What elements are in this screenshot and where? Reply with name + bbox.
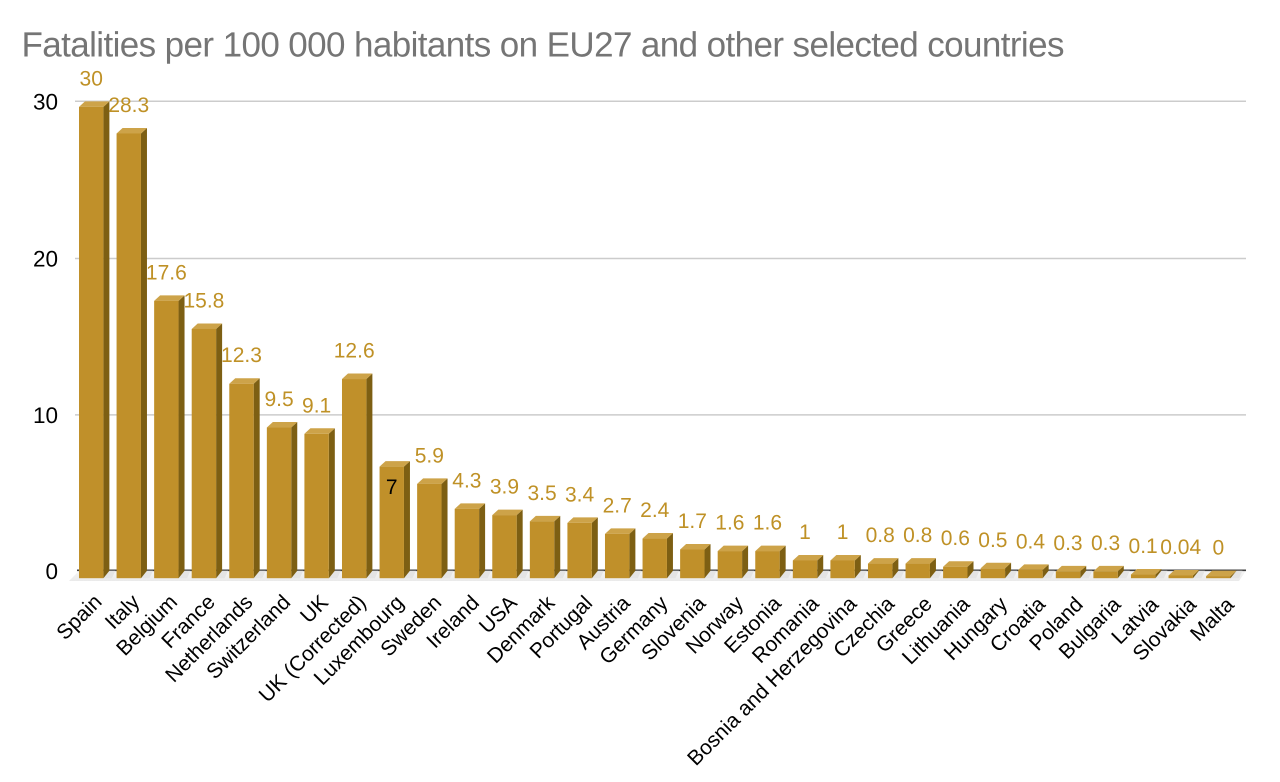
svg-text:2.4: 2.4: [640, 499, 670, 522]
svg-text:0.04: 0.04: [1160, 536, 1201, 559]
svg-text:1: 1: [799, 521, 811, 544]
svg-text:0.8: 0.8: [866, 524, 895, 547]
svg-text:1.6: 1.6: [715, 512, 744, 535]
svg-text:1: 1: [837, 521, 849, 544]
svg-text:0.6: 0.6: [941, 527, 970, 550]
svg-text:30: 30: [80, 67, 103, 90]
svg-text:9.1: 9.1: [302, 394, 331, 417]
svg-text:4.3: 4.3: [452, 469, 481, 492]
svg-text:20: 20: [33, 247, 58, 272]
svg-text:12.6: 12.6: [334, 340, 375, 363]
svg-text:30: 30: [33, 90, 58, 115]
svg-text:1.6: 1.6: [753, 512, 782, 535]
svg-text:2.7: 2.7: [603, 494, 632, 517]
svg-text:5.9: 5.9: [415, 444, 444, 467]
svg-text:15.8: 15.8: [183, 289, 224, 312]
svg-text:0.8: 0.8: [903, 524, 932, 547]
svg-text:0: 0: [45, 559, 58, 584]
svg-text:0: 0: [1212, 537, 1224, 560]
svg-text:3.9: 3.9: [490, 476, 519, 499]
svg-text:7: 7: [386, 476, 398, 499]
svg-text:17.6: 17.6: [146, 261, 187, 284]
svg-text:0.1: 0.1: [1129, 535, 1158, 558]
svg-text:0.3: 0.3: [1053, 532, 1082, 555]
svg-text:3.4: 3.4: [565, 483, 595, 506]
svg-text:9.5: 9.5: [264, 388, 293, 411]
svg-text:28.3: 28.3: [108, 94, 149, 117]
svg-text:0.4: 0.4: [1016, 530, 1046, 553]
svg-text:3.5: 3.5: [527, 482, 556, 505]
svg-text:Fatalities per 100 000 habitan: Fatalities per 100 000 habitants on EU27…: [22, 26, 1064, 65]
svg-text:0.3: 0.3: [1091, 532, 1120, 555]
svg-text:12.3: 12.3: [221, 344, 262, 367]
svg-text:1.7: 1.7: [678, 510, 707, 533]
svg-text:0.5: 0.5: [978, 529, 1007, 552]
svg-text:10: 10: [33, 403, 58, 428]
